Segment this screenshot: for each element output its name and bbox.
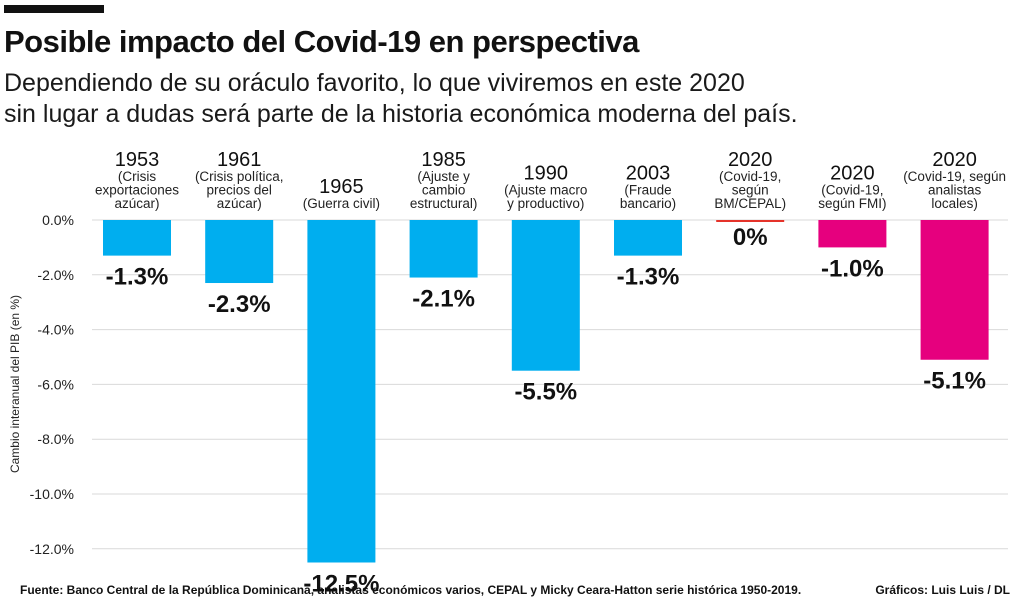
- data-label: -12.5%: [303, 571, 379, 598]
- bar: [205, 220, 274, 284]
- category-description: (Crisis: [118, 169, 156, 184]
- bar: [818, 220, 887, 248]
- category-description: estructural): [410, 196, 478, 211]
- footer: Fuente: Banco Central de la República Do…: [20, 583, 1010, 597]
- chart-title: Posible impacto del Covid-19 en perspect…: [4, 24, 639, 59]
- bar: [511, 220, 580, 371]
- subtitle-line-2: sin lugar a dudas será parte de la histo…: [4, 100, 798, 128]
- data-label: 0%: [733, 224, 768, 251]
- category-description: azúcar): [217, 196, 262, 211]
- category-description: según: [732, 183, 769, 198]
- category-year: 2020: [830, 163, 875, 185]
- category-description: (Covid-19,: [821, 183, 883, 198]
- category-year: 2003: [626, 163, 671, 185]
- subtitle-line-1: Dependiendo de su oráculo favorito, lo q…: [4, 69, 745, 97]
- category-description: (Covid-19,: [719, 169, 781, 184]
- data-label: -5.5%: [514, 379, 577, 406]
- y-tick-label: 0.0%: [42, 212, 74, 228]
- category-description: (Ajuste macro: [504, 183, 587, 198]
- bar: [103, 220, 171, 256]
- data-label: -2.1%: [412, 286, 475, 313]
- y-tick-label: -8.0%: [37, 431, 74, 447]
- top-accent-bar: [4, 5, 104, 13]
- data-label: -1.0%: [821, 255, 884, 282]
- category-description: (Covid-19, según: [903, 169, 1006, 184]
- y-tick-label: -4.0%: [37, 322, 74, 338]
- source-note: Fuente: Banco Central de la República Do…: [20, 583, 802, 597]
- category-description: bancario): [620, 196, 676, 211]
- category-description: (Guerra civil): [303, 196, 380, 211]
- chart-subtitle: Dependiendo de su oráculo favorito, lo q…: [4, 68, 1004, 130]
- category-year: 2020: [728, 149, 773, 171]
- y-tick-label: -10.0%: [30, 486, 74, 502]
- bar: [614, 220, 682, 256]
- data-label: -1.3%: [106, 264, 169, 291]
- bar: [409, 220, 478, 278]
- credits-note: Gráficos: Luis Luis / DL: [875, 583, 1010, 597]
- category-year: 2020: [932, 149, 977, 171]
- category-description: y productivo): [507, 196, 584, 211]
- data-label: -5.1%: [923, 368, 986, 395]
- y-tick-label: -12.0%: [30, 541, 74, 557]
- category-year: 1953: [115, 149, 160, 171]
- category-year: 1961: [217, 149, 262, 171]
- bar: [920, 220, 989, 360]
- y-tick-label: -6.0%: [37, 376, 74, 392]
- bar: [307, 220, 376, 563]
- y-tick-label: -2.0%: [37, 267, 74, 283]
- data-label: -1.3%: [617, 264, 680, 291]
- category-year: 1965: [319, 176, 364, 198]
- category-description: según FMI): [818, 196, 886, 211]
- bar: [716, 220, 785, 222]
- category-description: analistas: [928, 183, 982, 198]
- category-description: exportaciones: [95, 183, 179, 198]
- category-description: locales): [931, 196, 978, 211]
- y-axis-label: Cambio interanual del PIB (en %): [8, 295, 22, 473]
- category-year: 1985: [421, 149, 466, 171]
- category-description: (Crisis política,: [195, 169, 284, 184]
- category-description: precios del: [207, 183, 272, 198]
- category-description: (Fraude: [624, 183, 671, 198]
- data-label: -2.3%: [208, 291, 271, 318]
- category-description: BM/CEPAL): [714, 196, 786, 211]
- category-description: (Ajuste y: [417, 169, 470, 184]
- category-description: cambio: [422, 183, 466, 198]
- category-year: 1990: [524, 163, 569, 185]
- category-description: azúcar): [114, 196, 159, 211]
